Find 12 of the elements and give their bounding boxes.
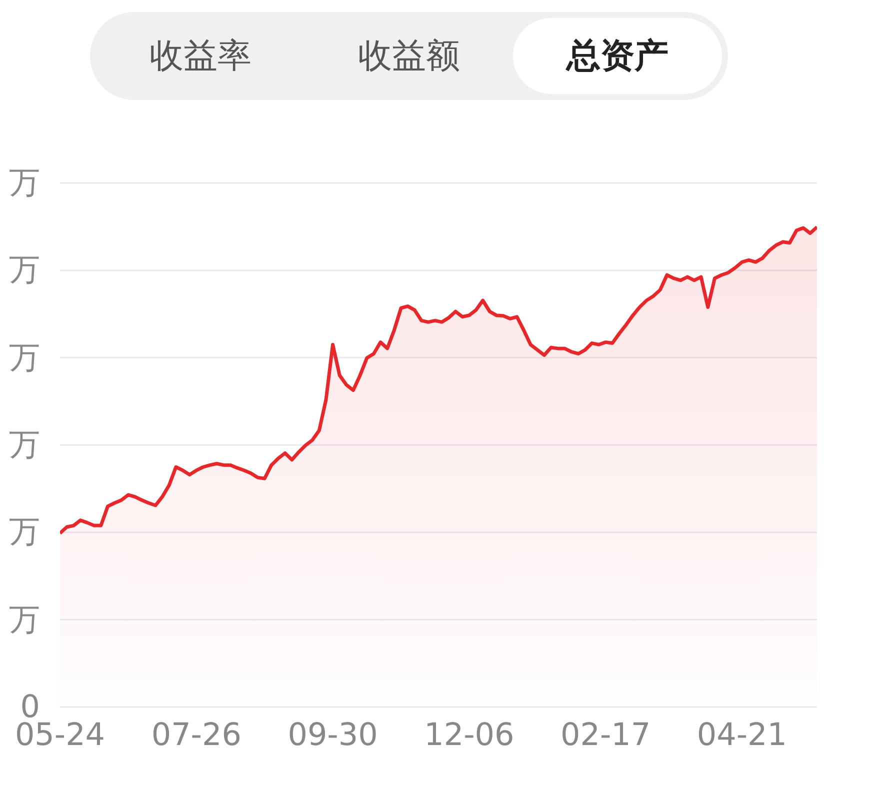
- text: 万: [9, 164, 40, 203]
- tab-bar: 收益率 收益额 总资产: [90, 12, 728, 100]
- text: 万: [9, 513, 40, 552]
- x-tick-label: 04-21: [696, 717, 788, 754]
- text: 万: [9, 426, 40, 465]
- x-tick-label: 12-06: [424, 717, 514, 754]
- text: 万: [9, 251, 40, 290]
- text: 万: [9, 600, 40, 640]
- x-tick-label: 07-26: [151, 717, 242, 754]
- text: 万: [9, 338, 40, 378]
- x-tick-label: 02-17: [560, 717, 651, 754]
- x-tick-label: 09-30: [288, 717, 378, 754]
